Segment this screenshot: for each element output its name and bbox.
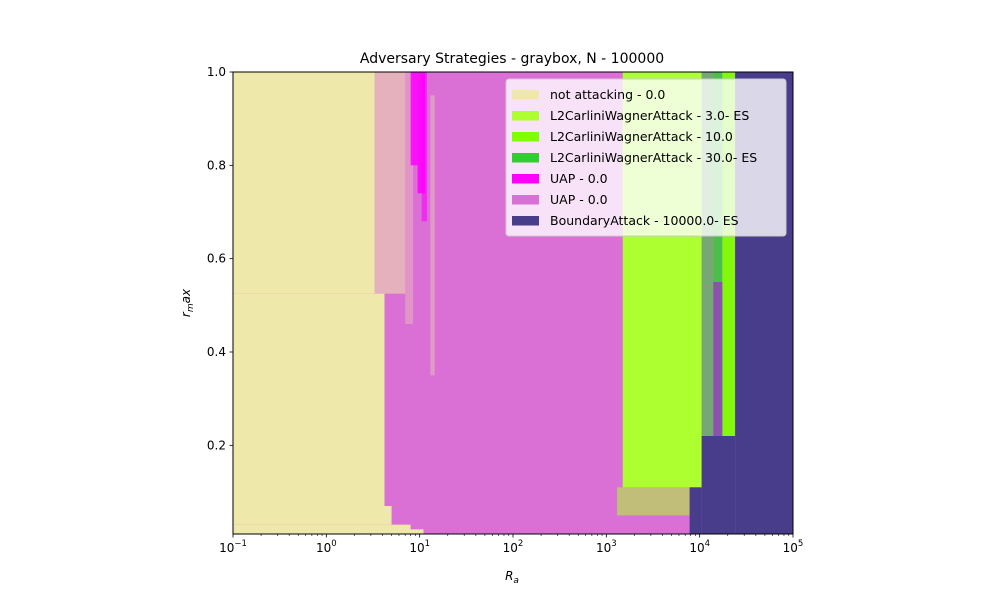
heatmap-region-19 xyxy=(689,487,702,534)
heatmap-region-20 xyxy=(713,282,723,436)
legend-swatch-3 xyxy=(512,153,539,163)
heatmap-region-2 xyxy=(374,72,406,294)
x-axis: 10−1 100 101 102 103 104 105 xyxy=(219,534,803,555)
heatmap-region-6 xyxy=(233,529,424,534)
x-tick-label-5: 104 xyxy=(689,539,710,555)
heatmap-region-9 xyxy=(417,72,426,194)
x-tick-label-4: 103 xyxy=(596,539,617,555)
heatmap-region-10 xyxy=(421,72,428,222)
heatmap-region-11 xyxy=(430,95,435,376)
y-tick-label-3: 0.8 xyxy=(207,158,226,172)
y-tick-label-0: 0.2 xyxy=(207,438,226,452)
heatmap-region-8 xyxy=(410,72,418,166)
x-tick-label-6: 105 xyxy=(783,539,804,555)
y-axis-label: rmax xyxy=(179,288,196,317)
legend-swatch-0 xyxy=(512,90,539,100)
legend-entry-1: L2CarliniWagnerAttack - 3.0- ES xyxy=(550,108,749,123)
legend-swatch-5 xyxy=(512,195,539,205)
legend-entry-2: L2CarliniWagnerAttack - 10.0 xyxy=(550,129,733,144)
legend-entry-5: UAP - 0.0 xyxy=(550,192,608,207)
legend-entry-3: L2CarliniWagnerAttack - 30.0- ES xyxy=(550,150,757,165)
y-axis: 0.2 0.4 0.6 0.8 1.0 xyxy=(207,65,233,452)
legend-entry-0: not attacking - 0.0 xyxy=(550,87,665,102)
y-tick-label-2: 0.6 xyxy=(207,252,226,266)
x-tick-label-3: 102 xyxy=(503,539,524,555)
legend-swatch-2 xyxy=(512,132,539,142)
chart-title: Adversary Strategies - graybox, N - 1000… xyxy=(360,51,664,67)
heatmap-region-18 xyxy=(701,436,736,534)
x-tick-label-1: 100 xyxy=(316,539,337,555)
heatmap-region-7 xyxy=(405,72,414,324)
x-axis-label: Ra xyxy=(505,569,519,586)
legend-box xyxy=(505,78,787,237)
x-tick-label-0: 10−1 xyxy=(219,539,247,555)
y-tick-label-4: 1.0 xyxy=(207,65,226,79)
heatmap-region-13 xyxy=(616,487,691,516)
legend: not attacking - 0.0 L2CarliniWagnerAttack… xyxy=(505,78,787,237)
legend-swatch-6 xyxy=(512,216,539,226)
legend-entry-6: BoundaryAttack - 10000.0- ES xyxy=(550,213,739,228)
legend-swatch-4 xyxy=(512,174,539,184)
legend-swatch-1 xyxy=(512,111,539,121)
y-tick-label-1: 0.4 xyxy=(207,345,226,359)
x-tick-label-2: 101 xyxy=(409,539,430,555)
heatmap-region-3 xyxy=(233,293,385,506)
heatmap-region-4 xyxy=(233,506,392,525)
heatmap-region-14 xyxy=(701,72,714,436)
heatmap-region-1 xyxy=(233,72,375,294)
legend-entry-4: UAP - 0.0 xyxy=(550,171,608,186)
